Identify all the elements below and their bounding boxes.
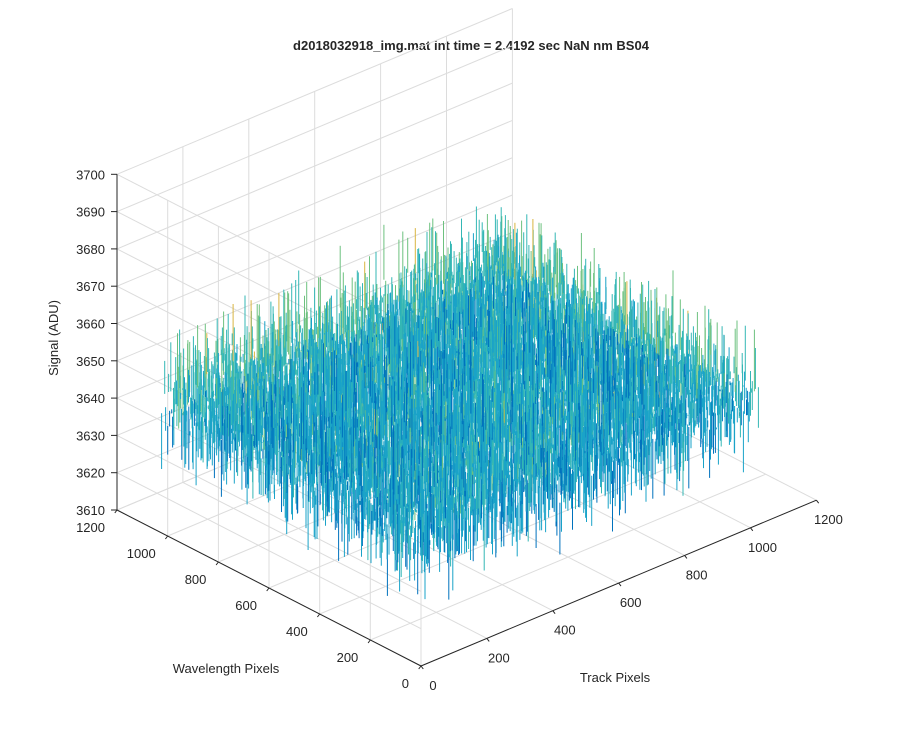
grid-line [116, 157, 513, 324]
grid-line [116, 434, 422, 592]
grid-line [116, 194, 513, 362]
grid-line [116, 472, 422, 630]
grid-line [116, 45, 513, 213]
grid-line [116, 119, 513, 287]
grid-line [116, 82, 513, 250]
grid-line [116, 8, 513, 175]
grid-line [370, 473, 766, 641]
surface-data [161, 206, 759, 600]
chart-title: d2018032918_img.mat int time = 2.4192 se… [293, 38, 650, 53]
